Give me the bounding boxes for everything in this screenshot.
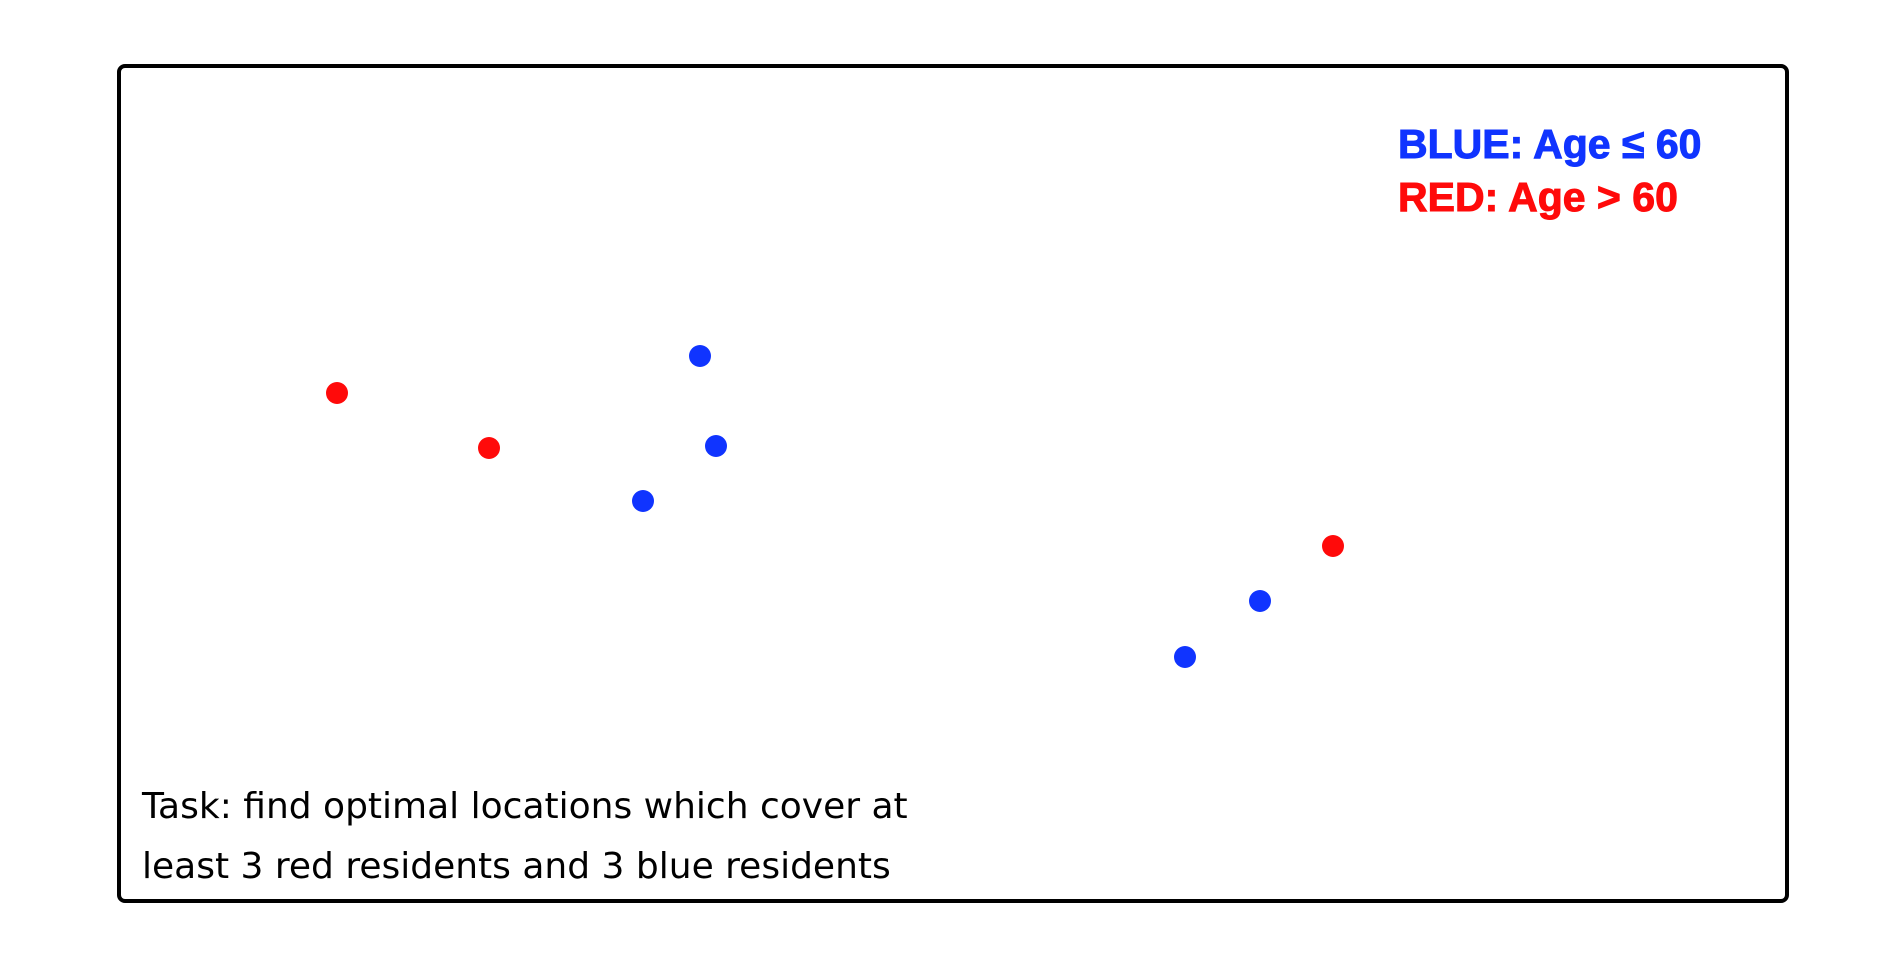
- legend-blue: BLUE: Age ≤ 60: [1397, 121, 1702, 168]
- resident-dot-blue: [632, 490, 654, 512]
- resident-dot-blue: [1174, 646, 1196, 668]
- task-line-1: Task: find optimal locations which cover…: [142, 786, 908, 827]
- resident-dot-blue: [705, 435, 727, 457]
- legend: BLUE: Age ≤ 60 RED: Age > 60: [1397, 118, 1702, 224]
- map-frame: [117, 64, 1789, 903]
- task-description: Task: find optimal locations which cover…: [142, 777, 908, 897]
- task-line-2: least 3 red residents and 3 blue residen…: [142, 846, 891, 887]
- resident-dot-red: [326, 382, 348, 404]
- resident-dot-red: [478, 437, 500, 459]
- resident-dot-red: [1322, 535, 1344, 557]
- legend-red: RED: Age > 60: [1397, 174, 1678, 221]
- resident-dot-blue: [689, 345, 711, 367]
- resident-dot-blue: [1249, 590, 1271, 612]
